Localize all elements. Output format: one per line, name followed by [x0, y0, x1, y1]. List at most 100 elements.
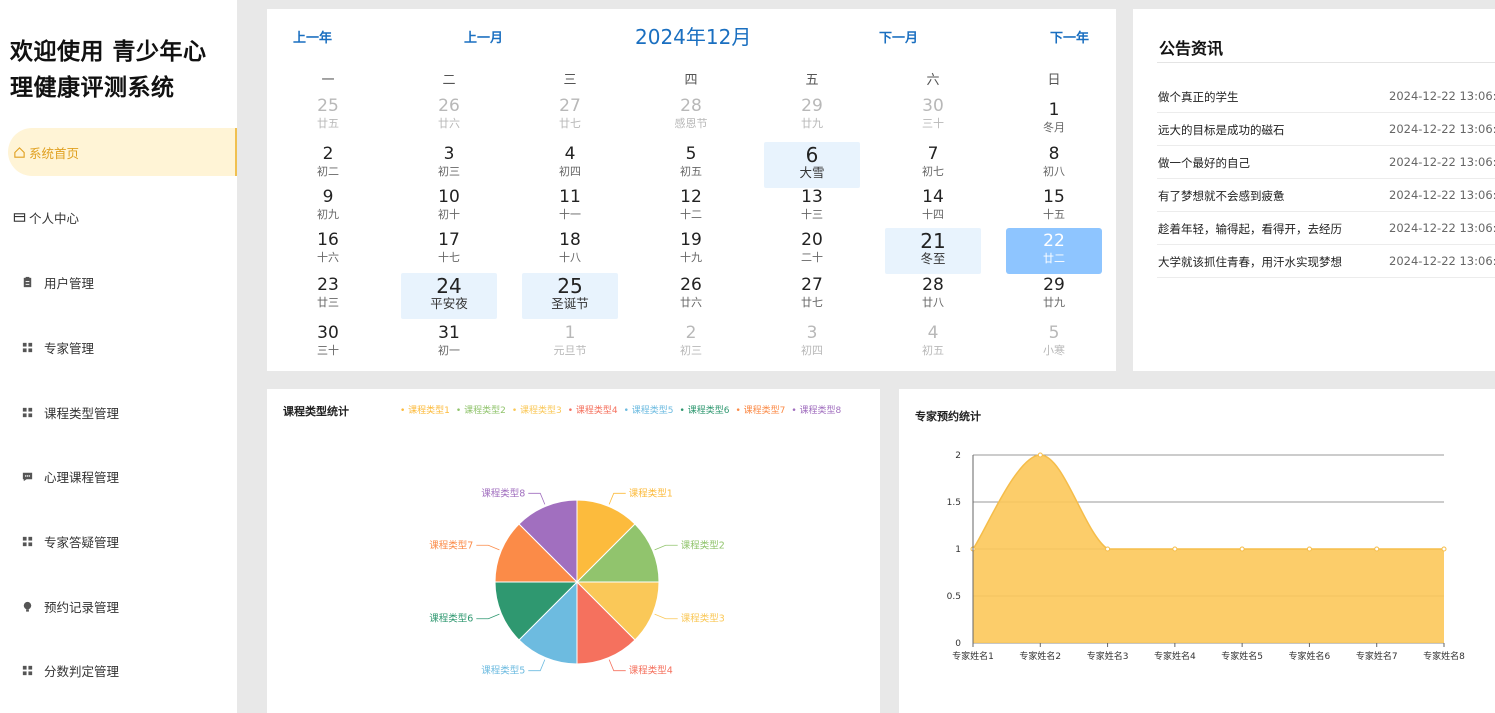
weekday-header: 四 [684, 73, 698, 88]
data-point[interactable] [1306, 546, 1312, 552]
sidebar-item-8[interactable]: 预约记录管理 [0, 582, 237, 630]
sidebar-item-label: 用户管理 [44, 275, 95, 291]
calendar-day[interactable]: 5 初五 [643, 144, 739, 180]
notice-item[interactable]: 大学就该抓住青春，用汗水实现梦想 2024-12-22 13:06:4 [1157, 245, 1495, 278]
pie-slice[interactable] [494, 581, 579, 641]
notice-item[interactable]: 做一个最好的自己 2024-12-22 13:06:4 [1157, 146, 1495, 179]
calendar-day[interactable]: 8 初八 [1006, 144, 1102, 180]
pie-legend-item[interactable]: • 课程类型2 [456, 406, 506, 416]
pie-legend-item[interactable]: • 课程类型4 [568, 406, 618, 416]
next-year-button[interactable]: 下一年 [1050, 31, 1090, 46]
day-number: 5 [685, 144, 697, 164]
day-number: 4 [927, 323, 939, 343]
calendar-day[interactable]: 26 廿六 [643, 275, 739, 311]
calendar-day[interactable]: 3 初三 [401, 144, 497, 180]
calendar-day[interactable]: 4 初五 [885, 323, 981, 359]
calendar-day[interactable]: 29 廿九 [1006, 275, 1102, 311]
data-point[interactable] [1374, 546, 1380, 552]
pie-slice[interactable] [576, 499, 636, 584]
notice-item[interactable]: 远大的目标是成功的磁石 2024-12-22 13:06:4 [1157, 113, 1495, 146]
sidebar-item-5[interactable]: 课程类型管理 [0, 388, 237, 436]
notice-item[interactable]: 有了梦想就不会感到疲惫 2024-12-22 13:06:4 [1157, 179, 1495, 212]
brand-title: 欢迎使用 青少年心理健康评测系统 [10, 39, 207, 101]
pie-slice[interactable] [494, 523, 579, 583]
calendar-day[interactable]: 21 冬至 [885, 228, 981, 274]
calendar-day[interactable]: 30 三十 [280, 323, 376, 359]
calendar-day[interactable]: 15 十五 [1006, 187, 1102, 223]
data-point[interactable] [1239, 546, 1245, 552]
notice-item[interactable]: 趁着年轻，输得起，看得开，去经历 2024-12-22 13:06:4 [1157, 212, 1495, 245]
calendar-day[interactable]: 25 廿五 [280, 96, 376, 132]
pie-slice[interactable] [518, 499, 578, 584]
calendar-day[interactable]: 5 小寒 [1006, 323, 1102, 359]
calendar-day[interactable]: 10 初十 [401, 187, 497, 223]
calendar-day[interactable]: 17 十七 [401, 230, 497, 266]
sidebar-item-6[interactable]: 心理课程管理 [0, 452, 237, 500]
calendar-day[interactable]: 13 十三 [764, 187, 860, 223]
calendar-day[interactable]: 22 廿二 [1006, 228, 1102, 274]
data-point[interactable] [1105, 546, 1111, 552]
pie-legend-label: 课程类型1 [408, 406, 450, 416]
calendar-day[interactable]: 26 廿六 [401, 96, 497, 132]
next-month-button[interactable]: 下一月 [879, 31, 919, 46]
calendar-day[interactable]: 30 三十 [885, 96, 981, 132]
day-lunar: 廿二 [1043, 252, 1065, 265]
sidebar-item-7[interactable]: 专家答疑管理 [0, 517, 237, 565]
prev-month-button[interactable]: 上一月 [464, 31, 504, 46]
pie-legend-item[interactable]: • 课程类型8 [791, 406, 841, 416]
sidebar-item-1[interactable]: 系统首页 [8, 128, 237, 176]
calendar-day[interactable]: 27 廿七 [522, 96, 618, 132]
calendar-day[interactable]: 25 圣诞节 [522, 273, 618, 319]
calendar-day[interactable]: 28 感恩节 [643, 96, 739, 132]
pie-legend-item[interactable]: • 课程类型5 [624, 406, 674, 416]
notice-item[interactable]: 做个真正的学生 2024-12-22 13:06:4 [1157, 80, 1495, 113]
pie-legend-label: 课程类型3 [519, 406, 562, 416]
calendar-day[interactable]: 18 十八 [522, 230, 618, 266]
calendar-day[interactable]: 27 廿七 [764, 275, 860, 311]
calendar-day[interactable]: 16 十六 [280, 230, 376, 266]
calendar-day[interactable]: 4 初四 [522, 144, 618, 180]
pie-legend-item[interactable]: • 课程类型1 [400, 406, 450, 416]
pie-slice[interactable] [576, 580, 636, 665]
data-point[interactable] [1441, 546, 1447, 552]
calendar-day[interactable]: 20 二十 [764, 230, 860, 266]
calendar-day[interactable]: 3 初四 [764, 323, 860, 359]
pie-slice[interactable] [575, 581, 660, 641]
data-point[interactable] [1037, 452, 1043, 458]
calendar-day[interactable]: 11 十一 [522, 187, 618, 223]
calendar-day[interactable]: 9 初九 [280, 187, 376, 223]
sidebar-item-9[interactable]: 分数判定管理 [0, 646, 237, 694]
day-number: 8 [1048, 144, 1060, 164]
calendar-day[interactable]: 2 初二 [280, 144, 376, 180]
sidebar-item-3[interactable]: 用户管理 [0, 258, 237, 306]
calendar-day[interactable]: 1 元旦节 [522, 323, 618, 359]
calendar-day[interactable]: 19 十九 [643, 230, 739, 266]
calendar-day[interactable]: 14 十四 [885, 187, 981, 223]
data-point[interactable] [1172, 546, 1178, 552]
calendar-day[interactable]: 23 廿三 [280, 275, 376, 311]
pie-slice-label: 课程类型8 [481, 487, 525, 499]
calendar-day[interactable]: 29 廿九 [764, 96, 860, 132]
pie-legend-item[interactable]: • 课程类型6 [680, 406, 730, 416]
calendar-day[interactable]: 1 冬月 [1006, 96, 1102, 136]
calendar-day[interactable]: 2 初三 [643, 323, 739, 359]
calendar-day[interactable]: 31 初一 [401, 323, 497, 359]
calendar-day[interactable]: 7 初七 [885, 144, 981, 180]
day-number: 20 [801, 230, 823, 250]
day-number: 11 [559, 187, 581, 207]
calendar-day[interactable]: 28 廿八 [885, 275, 981, 311]
calendar-day[interactable]: 24 平安夜 [401, 273, 497, 319]
x-tick-label: 专家姓名8 [1423, 650, 1465, 662]
pie-slice[interactable] [575, 523, 660, 583]
sidebar-item-4[interactable]: 专家管理 [0, 323, 237, 371]
day-number: 26 [680, 275, 702, 295]
pie-slice[interactable] [518, 580, 578, 665]
pie-legend-item[interactable]: • 课程类型3 [512, 406, 562, 416]
calendar-day[interactable]: 6 大雪 [764, 142, 860, 188]
day-lunar: 十四 [922, 208, 944, 221]
pie-legend-item[interactable]: • 课程类型7 [735, 406, 785, 416]
prev-year-button[interactable]: 上一年 [293, 31, 333, 46]
calendar-day[interactable]: 12 十二 [643, 187, 739, 223]
day-lunar: 三十 [922, 117, 944, 130]
sidebar-item-2[interactable]: 个人中心 [0, 193, 237, 241]
